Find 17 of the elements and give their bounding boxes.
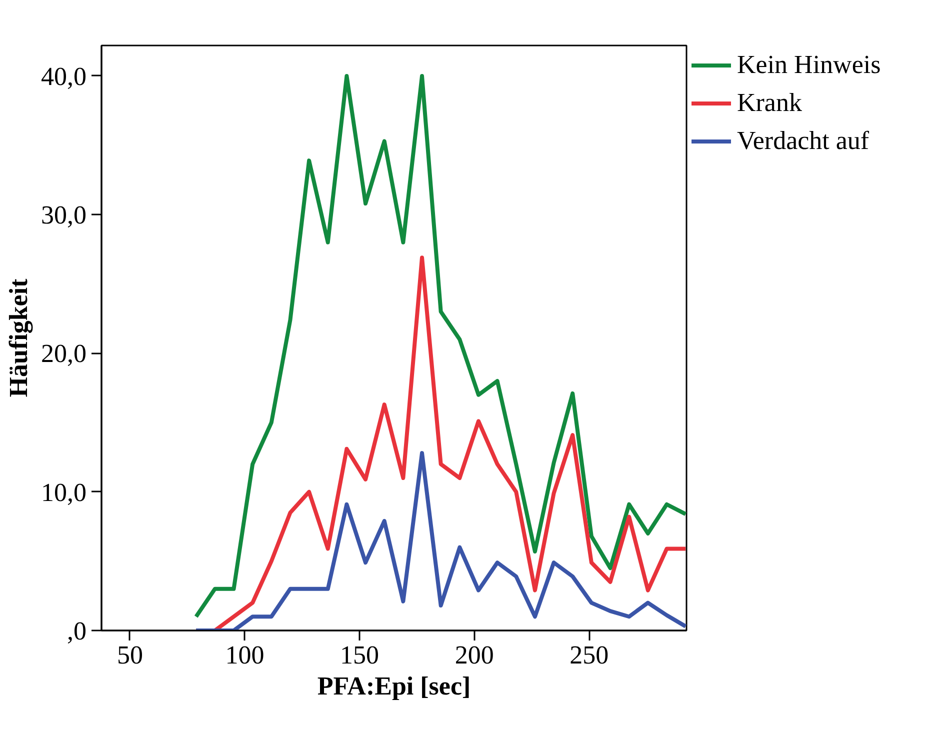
y-tick-label: 40,0 [41,62,86,91]
line-series [194,451,686,630]
x-tick-label: 150 [340,640,380,670]
y-tick-label: 30,0 [41,200,86,230]
x-tick-label: 100 [225,640,264,670]
y-axis-title: Häufigkeit [4,278,33,398]
legend-label: Kein Hinweis [737,50,881,80]
x-tick-label: 200 [454,640,494,670]
y-tick-label: 10,0 [41,478,86,507]
legend-label: Krank [737,88,802,118]
y-tick-label: 20,0 [41,339,86,368]
x-tick-label: 250 [570,640,609,670]
x-axis-title: PFA:Epi [sec] [317,672,471,700]
line-series [194,74,686,619]
y-tick-label: ,0 [67,616,86,646]
legend-label: Verdacht auf [737,126,870,156]
x-tick-label: 50 [116,640,143,670]
